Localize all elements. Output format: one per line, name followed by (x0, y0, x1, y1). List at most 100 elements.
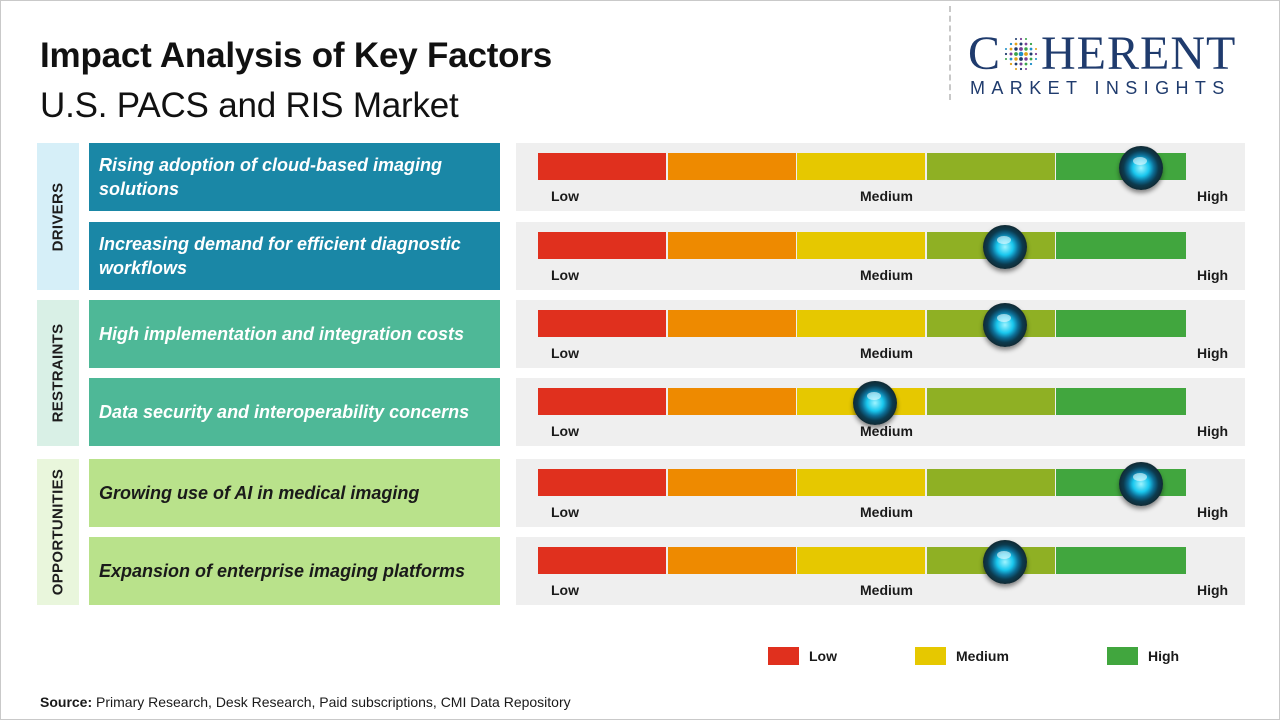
logo-dot (1009, 57, 1013, 61)
scale-label-medium: Medium (860, 188, 913, 204)
company-logo: C HERENT MARKET INSIGHTS (968, 28, 1268, 102)
impact-marker (852, 381, 897, 425)
scale-segment (667, 153, 796, 180)
scale-label-medium: Medium (860, 345, 913, 361)
scale-segment (667, 310, 796, 337)
legend-item: Low (768, 647, 837, 665)
impact-scale-bar (538, 469, 1186, 496)
logo-dot (1019, 37, 1023, 41)
logo-divider (949, 6, 951, 100)
logo-tagline: MARKET INSIGHTS (970, 78, 1231, 98)
logo-dot (1024, 42, 1028, 46)
logo-dot (1034, 52, 1038, 56)
scale-segment (1056, 232, 1186, 259)
chart-subtitle: U.S. PACS and RIS Market (40, 86, 459, 125)
logo-dot (1024, 62, 1028, 66)
scale-label-high: High (1197, 188, 1229, 204)
logo-dot (1034, 47, 1038, 51)
scale-segment (538, 310, 667, 337)
logo-wordmark: C HERENT (968, 28, 1236, 80)
logo-dot (1014, 67, 1018, 71)
category-label: RESTRAINTS (49, 323, 67, 423)
legend-swatch (768, 647, 799, 665)
impact-marker (982, 540, 1027, 584)
logo-dot (1014, 37, 1018, 41)
scale-segment (797, 469, 926, 496)
scale-segment (926, 469, 1055, 496)
factor-label: Growing use of AI in medical imaging (89, 459, 500, 527)
logo-dot-globe-icon (1001, 31, 1041, 71)
scale-segment (1056, 388, 1186, 415)
impact-gauge-row: Low Medium High (516, 537, 1245, 605)
scale-label-low: Low (551, 345, 579, 361)
scale-segment (797, 310, 926, 337)
scale-label-medium: Medium (860, 582, 913, 598)
logo-dot (1014, 42, 1018, 46)
logo-dot (1004, 52, 1008, 56)
chart-title: Impact Analysis of Key Factors (40, 36, 553, 75)
impact-scale-bar (538, 232, 1186, 259)
scale-segment (667, 232, 796, 259)
scale-segment (797, 547, 926, 574)
factor-label: Expansion of enterprise imaging platform… (89, 537, 500, 605)
scale-segment (667, 388, 796, 415)
logo-dot (1019, 67, 1023, 71)
logo-dot (1014, 62, 1018, 66)
logo-dot (1009, 42, 1013, 46)
impact-marker (1118, 146, 1163, 190)
impact-scale-bar (538, 153, 1186, 180)
scale-label-low: Low (551, 188, 579, 204)
factor-label: Increasing demand for efficient diagnost… (89, 222, 500, 290)
factor-label: Rising adoption of cloud-based imaging s… (89, 143, 500, 211)
category-restraints: RESTRAINTS (37, 300, 79, 446)
logo-dot (1014, 52, 1018, 56)
source-note: Source: Primary Research, Desk Research,… (40, 694, 571, 710)
factor-label: Data security and interoperability conce… (89, 378, 500, 446)
scale-segment (538, 153, 667, 180)
scale-segment (1056, 547, 1186, 574)
scale-segment (926, 388, 1055, 415)
category-label: OPPORTUNITIES (49, 468, 67, 596)
scale-segment (667, 469, 796, 496)
logo-dot (1024, 57, 1028, 61)
legend-swatch (1107, 647, 1138, 665)
scale-segment (797, 153, 926, 180)
scale-label-high: High (1197, 504, 1229, 520)
logo-dot (1029, 57, 1033, 61)
legend-label: High (1148, 648, 1180, 664)
logo-dot (1019, 57, 1023, 61)
scale-label-high: High (1197, 345, 1229, 361)
impact-gauge-row: Low Medium High (516, 300, 1245, 368)
logo-letter-c: C (968, 27, 1002, 80)
logo-dot (1019, 47, 1023, 51)
impact-marker (1118, 462, 1163, 506)
logo-dot (1004, 57, 1008, 61)
category-drivers: DRIVERS (37, 143, 79, 290)
logo-dot (1004, 47, 1008, 51)
legend-label: Low (809, 648, 837, 664)
scale-label-medium: Medium (860, 267, 913, 283)
scale-segment (538, 388, 667, 415)
scale-segment (538, 232, 667, 259)
logo-letters-rest: HERENT (1041, 27, 1237, 80)
logo-dot (1029, 62, 1033, 66)
logo-dot (1029, 52, 1033, 56)
legend-item: High (1107, 647, 1179, 665)
scale-label-medium: Medium (860, 423, 913, 439)
logo-dot (1009, 62, 1013, 66)
scale-label-high: High (1197, 582, 1229, 598)
scale-label-high: High (1197, 267, 1229, 283)
scale-segment (797, 232, 926, 259)
scale-label-medium: Medium (860, 504, 913, 520)
impact-gauge-row: Low Medium High (516, 222, 1245, 290)
impact-gauge-row: Low Medium High (516, 378, 1245, 446)
scale-segment (538, 547, 667, 574)
logo-dot (1034, 57, 1038, 61)
scale-segment (538, 469, 667, 496)
logo-dot (1029, 42, 1033, 46)
impact-scale-bar (538, 547, 1186, 574)
legend-swatch (915, 647, 946, 665)
impact-marker (982, 225, 1027, 269)
category-opportunities: OPPORTUNITIES (37, 459, 79, 605)
scale-segment (667, 547, 796, 574)
